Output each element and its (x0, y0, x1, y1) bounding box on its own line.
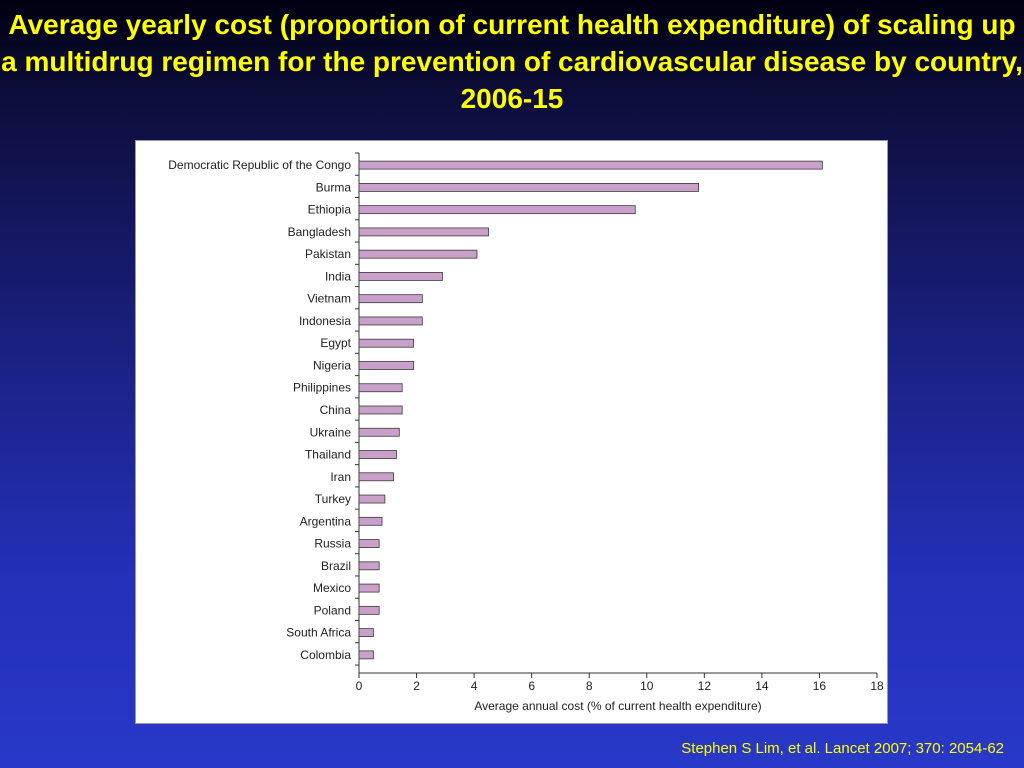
category-label: Bangladesh (288, 225, 351, 239)
category-label: Thailand (305, 448, 351, 462)
bar (358, 160, 823, 170)
bar (358, 294, 423, 304)
x-tick-label: 12 (698, 679, 712, 693)
category-label: Nigeria (313, 358, 351, 372)
x-tick-label: 18 (870, 679, 884, 693)
chart-panel: 0 2 4 6 8 10 12 14 16 18 Average annual cost (% of… (135, 140, 888, 724)
bar (358, 383, 403, 393)
x-axis-title: Average annual cost (% of current health… (474, 699, 761, 713)
bar (358, 539, 380, 548)
category-label: Pakistan (305, 247, 351, 261)
bar (358, 338, 415, 348)
bar (358, 494, 386, 504)
category-label: Democratic Republic of the Congo (168, 158, 351, 172)
bar (358, 361, 415, 370)
bar (358, 583, 380, 593)
category-label: Brazil (321, 559, 351, 573)
category-label: Egypt (320, 336, 351, 350)
bar (358, 650, 374, 660)
category-label: Argentina (300, 514, 352, 528)
x-tick-label: 16 (813, 679, 827, 693)
bar (358, 427, 400, 437)
category-label: Mexico (313, 581, 351, 595)
category-label: Poland (314, 603, 351, 617)
x-tick-label: 4 (471, 679, 478, 693)
bar (358, 561, 380, 571)
bar (358, 182, 699, 192)
citation: Stephen S Lim, et al. Lancet 2007; 370: … (681, 740, 1004, 757)
category-label: Ukraine (310, 425, 352, 439)
x-tick-label: 8 (586, 679, 593, 693)
x-tick-label: 2 (413, 679, 420, 693)
category-label: Burma (316, 180, 352, 194)
bar (358, 516, 383, 526)
category-label: Colombia (300, 648, 351, 662)
category-label: Turkey (315, 492, 351, 506)
bar (358, 205, 636, 215)
x-tick-label: 14 (755, 679, 769, 693)
bar (358, 316, 423, 326)
bar (358, 605, 380, 615)
bar (358, 227, 489, 237)
slide-title: Average yearly cost (proportion of curre… (1, 9, 1023, 114)
bar (358, 272, 443, 281)
x-tick-label: 0 (356, 679, 363, 693)
category-label: Russia (314, 537, 351, 551)
bar (358, 450, 397, 459)
category-label: South Africa (286, 626, 351, 640)
bar (358, 405, 403, 415)
category-label: India (325, 269, 351, 283)
bar (358, 472, 394, 482)
category-label: Vietnam (307, 292, 351, 306)
category-label: Indonesia (299, 314, 351, 328)
bar (358, 628, 374, 638)
bar (358, 249, 478, 259)
x-tick-label: 10 (640, 679, 654, 693)
category-label: Philippines (293, 381, 351, 395)
x-tick-label: 6 (528, 679, 535, 693)
category-label: Iran (330, 470, 351, 484)
category-label: China (320, 403, 352, 417)
category-label: Ethiopia (308, 203, 352, 217)
bar-chart: 0 2 4 6 8 10 12 14 16 18 Average annual cost (% of… (168, 152, 884, 713)
